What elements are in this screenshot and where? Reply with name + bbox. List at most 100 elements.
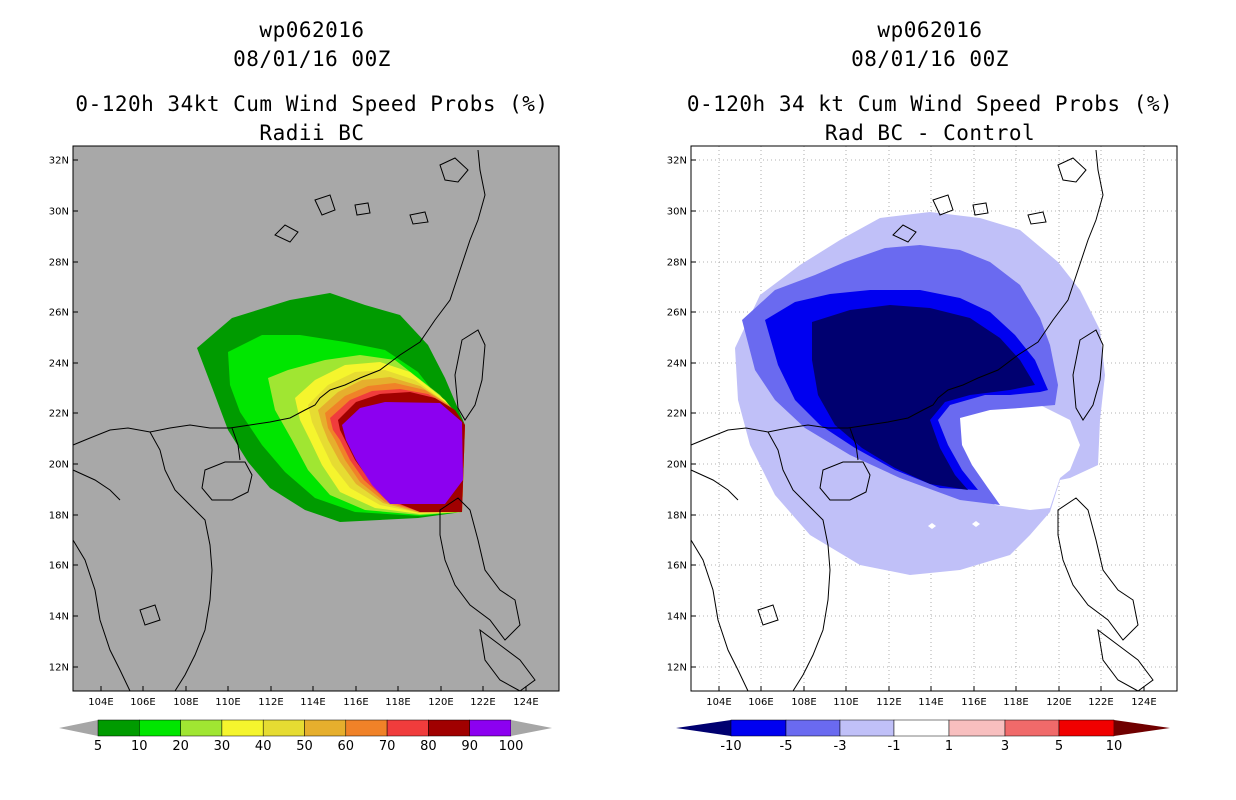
left-lon-label: 112E xyxy=(258,697,283,708)
left-title-date: 08/01/16 00Z xyxy=(233,47,391,71)
left-lon-axis: 104E 106E 108E 110E 112E 114E 116E 118E 120E 122E… xyxy=(88,686,539,708)
right-lon-label: 118E xyxy=(1003,697,1028,708)
colorbar-swatch xyxy=(97,719,140,737)
right-lat-axis: 32N 30N 28N 26N 24N 22N 20N 18N 16N 14N 12N xyxy=(667,156,696,674)
left-lat-label: 28N xyxy=(49,258,69,269)
left-lon-label: 124E xyxy=(513,697,538,708)
colorbar-label: 90 xyxy=(461,739,478,754)
right-title: wp062016 08/01/16 00Z 0-120h 34 kt Cum W… xyxy=(650,16,1210,148)
left-lon-label: 122E xyxy=(470,697,495,708)
right-difference-contours xyxy=(735,212,1105,575)
diff-speck-1 xyxy=(928,523,936,529)
right-lon-label: 116E xyxy=(961,697,986,708)
left-lat-label: 20N xyxy=(49,460,69,471)
right-colorbar: -10 -5 -3 -1 1 3 5 10 xyxy=(676,719,1170,754)
colorbar-label: 5 xyxy=(1055,739,1063,754)
colorbar-swatch xyxy=(139,719,181,737)
right-coastlines xyxy=(690,149,1154,692)
left-lon-label: 114E xyxy=(300,697,325,708)
left-lat-label: 14N xyxy=(49,612,69,623)
colorbar-label: -3 xyxy=(834,739,847,754)
right-title-storm: wp062016 xyxy=(877,18,983,42)
colorbar-under-arrow xyxy=(59,720,98,736)
left-title-subtitle: Radii BC xyxy=(259,121,365,145)
diff-contour-neutral-hole xyxy=(955,405,1080,510)
right-lat-label: 14N xyxy=(667,612,687,623)
colorbar-label: -5 xyxy=(780,739,793,754)
left-title: wp062016 08/01/16 00Z 0-120h 34kt Cum Wi… xyxy=(36,16,588,148)
colorbar-swatch xyxy=(221,719,264,737)
right-lon-label: 114E xyxy=(918,697,943,708)
colorbar-label: -10 xyxy=(720,739,741,754)
colorbar-swatch xyxy=(839,719,895,737)
right-map-frame xyxy=(690,145,1178,692)
colorbar-swatch xyxy=(345,719,388,737)
left-lon-label: 118E xyxy=(385,697,410,708)
right-lat-label: 20N xyxy=(667,460,687,471)
colorbar-over-arrow xyxy=(1114,720,1170,736)
left-lat-label: 26N xyxy=(49,308,69,319)
diff-speck-2 xyxy=(972,521,980,527)
colorbar-label: 10 xyxy=(1106,739,1123,754)
colorbar-under-arrow xyxy=(676,720,731,736)
left-colorbar: 5 10 20 30 40 50 60 70 80 90 100 xyxy=(59,719,552,754)
colorbar-swatch xyxy=(304,719,347,737)
colorbar-swatch xyxy=(785,719,841,737)
left-lat-label: 16N xyxy=(49,561,69,572)
colorbar-label: 60 xyxy=(338,739,355,754)
colorbar-label: 40 xyxy=(255,739,272,754)
right-lat-label: 24N xyxy=(667,359,687,370)
colorbar-swatch xyxy=(1004,719,1060,737)
right-lat-label: 30N xyxy=(667,207,687,218)
left-lon-label: 110E xyxy=(215,697,240,708)
prob-contour-90 xyxy=(342,402,463,504)
right-title-subtitle: Rad BC - Control xyxy=(824,121,1036,145)
left-lon-label: 116E xyxy=(343,697,368,708)
left-lat-axis: 32N 30N 28N 26N 24N 22N 20N 18N 16N 14N 12N xyxy=(49,156,78,674)
colorbar-swatch xyxy=(180,719,223,737)
left-title-product: 0-120h 34kt Cum Wind Speed Probs (%) xyxy=(75,92,549,116)
right-lat-label: 28N xyxy=(667,258,687,269)
colorbar-swatch xyxy=(428,719,470,737)
right-lon-label: 124E xyxy=(1131,697,1156,708)
left-coastlines xyxy=(72,149,536,692)
colorbar-swatch xyxy=(262,719,305,737)
right-lat-label: 18N xyxy=(667,511,687,522)
right-lon-label: 108E xyxy=(791,697,816,708)
colorbar-label: 3 xyxy=(1001,739,1009,754)
right-lat-label: 16N xyxy=(667,561,687,572)
right-lon-label: 106E xyxy=(748,697,773,708)
right-lon-label: 112E xyxy=(876,697,901,708)
colorbar-label: 100 xyxy=(499,739,524,754)
left-lat-label: 12N xyxy=(49,663,69,674)
right-lon-label: 122E xyxy=(1088,697,1113,708)
colorbar-swatch xyxy=(893,719,950,737)
left-lon-label: 104E xyxy=(88,697,113,708)
colorbar-label: 5 xyxy=(94,739,102,754)
left-lat-label: 24N xyxy=(49,359,69,370)
right-title-product: 0-120h 34 kt Cum Wind Speed Probs (%) xyxy=(686,92,1174,116)
right-lat-label: 22N xyxy=(667,409,687,420)
colorbar-swatch xyxy=(948,719,1006,737)
left-lon-label: 106E xyxy=(130,697,155,708)
left-lat-label: 18N xyxy=(49,511,69,522)
left-lon-label: 108E xyxy=(173,697,198,708)
colorbar-label: -1 xyxy=(888,739,901,754)
left-lat-label: 22N xyxy=(49,409,69,420)
colorbar-label: 10 xyxy=(131,739,148,754)
left-title-storm: wp062016 xyxy=(259,18,365,42)
right-lat-label: 32N xyxy=(667,156,687,167)
right-lat-label: 26N xyxy=(667,308,687,319)
colorbar-label: 20 xyxy=(172,739,189,754)
colorbar-label: 30 xyxy=(214,739,231,754)
colorbar-swatch xyxy=(469,719,512,737)
colorbar-swatch xyxy=(386,719,429,737)
right-lon-axis: 104E 106E 108E 110E 112E 114E 116E 118E 120E 122E… xyxy=(706,686,1157,708)
diff-contour-minus10 xyxy=(812,305,1035,490)
left-probability-contours xyxy=(197,293,465,522)
colorbar-label: 80 xyxy=(420,739,437,754)
colorbar-over-arrow xyxy=(511,720,552,736)
